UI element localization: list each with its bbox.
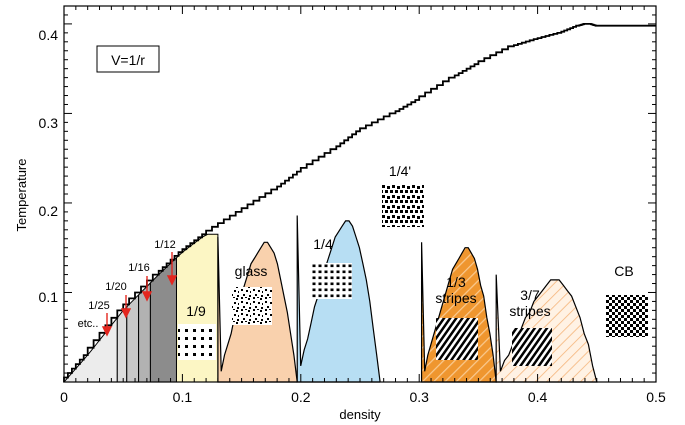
label-3-7-stripes: stripes [509, 303, 550, 319]
pattern-3-7-stripes [512, 328, 552, 366]
y-tick-label: 0.2 [39, 203, 59, 219]
red-arrows [101, 252, 178, 337]
pattern-glass [232, 287, 272, 325]
label-glass: glass [235, 263, 268, 279]
potential-label: V=1/r [111, 52, 145, 68]
x-tick-label: 0.4 [528, 389, 548, 405]
pattern-1-4 [310, 263, 352, 299]
pattern-cb [606, 295, 648, 337]
region-1-3-stripes [420, 242, 497, 383]
y-tick-label: 0.1 [39, 289, 59, 305]
label-1-16: 1/16 [128, 262, 149, 274]
y-axis-label: Temperature [14, 159, 29, 232]
axis-ticks [63, 5, 657, 383]
potential-box [96, 45, 160, 73]
x-tick-label: 0.5 [646, 389, 666, 405]
label-1-4-prime: 1/4' [389, 163, 411, 179]
x-axis-label: density [339, 407, 381, 422]
melting-curve-line [63, 23, 656, 382]
pattern-1-9 [178, 324, 216, 360]
y-tick-label: 0.4 [39, 27, 59, 43]
label-3-7: 3/7 [520, 287, 540, 303]
y-tick-label: 0.3 [39, 115, 59, 131]
label-1-12: 1/12 [154, 239, 175, 251]
label-1-3-stripes: stripes [435, 290, 476, 306]
x-tick-label: 0.2 [291, 389, 311, 405]
label-cb: CB [614, 263, 633, 279]
label-1-25: 1/25 [88, 300, 109, 312]
label-etc: etc.. [78, 318, 99, 330]
label-1-9: 1/9 [186, 303, 206, 319]
pattern-1-4-prime [382, 185, 424, 227]
label-1-20: 1/20 [105, 281, 126, 293]
region-1-20 [126, 293, 140, 383]
x-tick-label: 0.1 [173, 389, 193, 405]
region-1-25 [116, 305, 128, 383]
x-tick-label: 0.3 [409, 389, 429, 405]
pattern-1-3-stripes [436, 318, 478, 360]
x-tick-label: 0 [60, 389, 68, 405]
label-1-4: 1/4 [313, 236, 333, 252]
label-1-3: 1/3 [446, 274, 466, 290]
